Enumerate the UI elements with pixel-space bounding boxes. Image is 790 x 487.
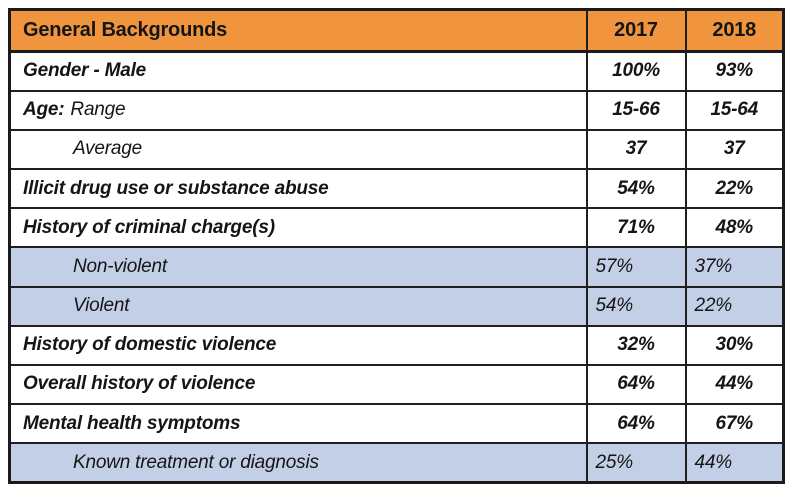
row-value-2018: 37 [684,128,785,171]
row-label: Non-violent [73,255,167,277]
table-row: Non-violent 57% 37% [8,246,785,288]
row-label: Violent [73,295,130,317]
row-value-2017: 100% [585,50,687,92]
row-label-cell: Overall history of violence [8,363,588,406]
row-label-cell: Violent [8,285,588,327]
row-value-2017: 71% [585,207,687,249]
row-value-2018: 37% [684,246,785,288]
row-value-2018: 22% [684,168,785,210]
row-label-cell: Illicit drug use or substance abuse [8,168,588,210]
row-label-cell: Average [8,128,588,171]
table-row: Illicit drug use or substance abuse 54% … [8,168,785,210]
row-label: Overall history of violence [23,373,256,395]
row-label: Range [70,99,126,121]
row-value-2018: 22% [684,285,785,327]
row-label-cell: Age: Range [8,89,588,131]
table-row: Overall history of violence 64% 44% [8,363,785,406]
row-value-2018: 15-64 [684,89,785,131]
row-label: Gender - Male [23,60,147,82]
header-row: General Backgrounds 2017 2018 [8,8,785,53]
table-row: History of criminal charge(s) 71% 48% [8,207,785,249]
row-value-2018: 30% [684,324,785,366]
table-row: Gender - Male 100% 93% [8,50,785,92]
row-value-2017: 32% [585,324,687,366]
row-value-2017: 64% [585,403,687,445]
row-value-2018: 93% [684,50,785,92]
row-label: History of domestic violence [23,334,277,356]
table-row: Violent 54% 22% [8,285,785,327]
table-row: Mental health symptoms 64% 67% [8,403,785,445]
row-value-2017: 25% [585,442,687,484]
row-label-cell: Gender - Male [8,50,588,92]
row-value-2018: 44% [684,363,785,406]
row-value-2017: 64% [585,363,687,406]
row-label-cell: Known treatment or diagnosis [8,442,588,484]
row-value-2017: 54% [585,168,687,210]
row-label: Mental health symptoms [23,412,241,434]
row-value-2017: 57% [585,246,687,288]
row-label-cell: History of domestic violence [8,324,588,366]
row-label-cell: Mental health symptoms [8,403,588,445]
row-value-2018: 44% [684,442,785,484]
row-label-prefix: Age: [23,99,65,121]
row-value-2018: 67% [684,403,785,445]
row-label: History of criminal charge(s) [23,216,275,238]
row-label: Known treatment or diagnosis [73,451,319,473]
row-value-2017: 37 [585,128,687,171]
table-row: Age: Range 15-66 15-64 [8,89,785,131]
row-label-cell: History of criminal charge(s) [8,207,588,249]
row-label-cell: Non-violent [8,246,588,288]
header-title: General Backgrounds [8,8,588,53]
table-row: Known treatment or diagnosis 25% 44% [8,442,785,484]
row-value-2018: 48% [684,207,785,249]
general-backgrounds-table: General Backgrounds 2017 2018 Gender - M… [8,8,785,484]
table-row: History of domestic violence 32% 30% [8,324,785,366]
row-value-2017: 15-66 [585,89,687,131]
table-row: Average 37 37 [8,128,785,171]
header-col-2017: 2017 [585,8,687,53]
row-label: Illicit drug use or substance abuse [23,177,329,199]
row-value-2017: 54% [585,285,687,327]
header-col-2018: 2018 [684,8,785,53]
row-label: Average [73,138,143,160]
